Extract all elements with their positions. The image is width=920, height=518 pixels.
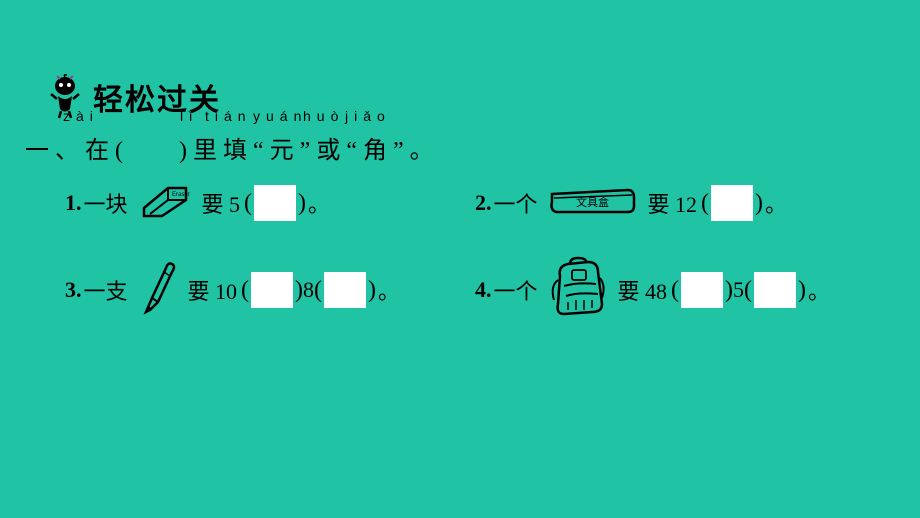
q-quote2c: ” — [393, 138, 410, 164]
paren-close: ) — [368, 277, 376, 304]
answer-blank[interactable] — [254, 185, 296, 221]
backpack-icon — [548, 256, 608, 324]
q-word2: 角 — [363, 138, 393, 164]
item-3: 3. 一支 要 10 ( ) 8 ( ) 。 — [65, 256, 475, 324]
paren-open: ( — [671, 277, 679, 304]
pinyin-yuan: yuán — [253, 108, 307, 124]
item-tail: 。 — [808, 274, 830, 306]
paren-close: ) — [798, 277, 806, 304]
q-paren-close: ) — [179, 138, 193, 164]
items-area: 1. 一块 Eraser 要 5 ( ) 。 2. 一个 — [65, 182, 895, 356]
item-price: 要 48 — [618, 274, 668, 306]
q-quote1o: “ — [253, 138, 270, 164]
paren-close: ) — [725, 277, 733, 304]
q-or: 或 — [316, 138, 346, 164]
item-price: 要 12 — [648, 187, 698, 219]
item-mid: 8 — [303, 277, 314, 303]
section-title: 轻松过关 — [93, 75, 221, 119]
item-num: 1. — [65, 190, 82, 216]
paren-close: ) — [298, 190, 306, 217]
item-tail: 。 — [378, 274, 400, 306]
paren-open: ( — [241, 277, 249, 304]
item-measure: 一块 — [84, 187, 128, 219]
svg-text:Eraser: Eraser — [172, 192, 190, 198]
item-measure: 一个 — [494, 274, 538, 306]
item-price: 要 5 — [202, 187, 241, 219]
item-num: 3. — [65, 277, 82, 303]
q-quote2o: “ — [346, 138, 363, 164]
item-2: 2. 一个 文具盒 要 12 ( ) 。 — [475, 182, 787, 224]
eraser-icon: Eraser — [138, 182, 192, 224]
pinyin-li: lǐ — [180, 108, 198, 124]
q-paren-open: ( — [115, 138, 129, 164]
item-num: 2. — [475, 190, 492, 216]
paren-open: ( — [701, 190, 709, 217]
item-mid: 5 — [733, 277, 744, 303]
item-4: 4. 一个 要 48 ( ) 5 ( — [475, 256, 830, 324]
q-end: 。 — [410, 138, 440, 164]
item-tail: 。 — [308, 187, 330, 219]
paren-open: ( — [744, 277, 752, 304]
paren-open: ( — [244, 190, 252, 217]
item-num: 4. — [475, 277, 492, 303]
answer-blank[interactable] — [251, 272, 293, 308]
pencilbox-icon: 文具盒 — [548, 184, 638, 222]
q-prefix: 一、在 — [25, 138, 115, 164]
paren-close: ) — [755, 190, 763, 217]
pen-icon — [138, 258, 178, 322]
q-quote1c: ” — [300, 138, 317, 164]
answer-blank[interactable] — [711, 185, 753, 221]
question-prompt: zài lǐ tián yuán huò jiǎo 一、在()里填“元”或“角”… — [25, 130, 440, 165]
item-measure: 一个 — [494, 187, 538, 219]
answer-blank[interactable] — [681, 272, 723, 308]
q-word1: 元 — [270, 138, 300, 164]
answer-blank[interactable] — [754, 272, 796, 308]
pinyin-tian: tián — [205, 108, 252, 124]
pinyin-zai: zài — [63, 108, 99, 124]
pencilbox-label: 文具盒 — [576, 195, 609, 209]
q-mid1: 里填 — [193, 138, 253, 164]
pinyin-jiao: jiǎo — [345, 108, 391, 124]
item-1: 1. 一块 Eraser 要 5 ( ) 。 — [65, 182, 475, 224]
item-measure: 一支 — [84, 274, 128, 306]
item-price: 要 10 — [188, 274, 238, 306]
answer-blank[interactable] — [324, 272, 366, 308]
paren-close: ) — [295, 277, 303, 304]
item-tail: 。 — [765, 187, 787, 219]
pinyin-huo: huò — [303, 108, 344, 124]
paren-open: ( — [314, 277, 322, 304]
